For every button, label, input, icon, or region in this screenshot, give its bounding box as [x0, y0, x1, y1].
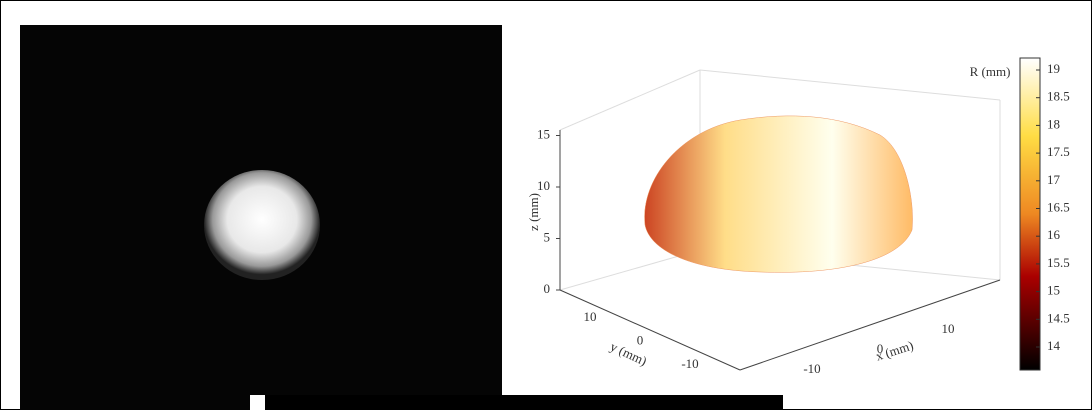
z-label: z (mm)	[526, 193, 541, 231]
colorbar-tick-label: 18	[1047, 116, 1060, 131]
colorbar-tick-label: 19	[1047, 61, 1060, 76]
figure: R (mm) z (mm) y (mm) x (mm) 051015100-10…	[0, 0, 1092, 410]
droplet	[204, 170, 320, 280]
bar	[265, 395, 783, 410]
colorbar-tick-label: 14	[1047, 338, 1061, 353]
colorbar-tick-label: 15.5	[1047, 255, 1070, 270]
marker	[250, 395, 265, 410]
x-tick-label: 10	[942, 321, 955, 336]
colorbar-label: R (mm)	[970, 64, 1011, 79]
x-tick-label: 0	[877, 341, 884, 356]
z-tick-label: 10	[537, 178, 550, 193]
y-tick-label: 0	[637, 332, 644, 347]
colorbar	[1020, 58, 1040, 370]
y-tick-label: -10	[681, 356, 698, 371]
z-tick-label: 0	[544, 281, 551, 296]
colorbar-tick-label: 17.5	[1047, 144, 1070, 159]
colorbar-tick-label: 18.5	[1047, 89, 1070, 104]
z-tick-label: 15	[537, 126, 550, 141]
colorbar-tick-label: 16.5	[1047, 199, 1070, 214]
z-tick-label: 5	[544, 229, 551, 244]
colorbar-tick-label: 16	[1047, 227, 1061, 242]
colorbar-tick-label: 14.5	[1047, 310, 1070, 325]
x-tick-label: -10	[803, 361, 820, 376]
colorbar-tick-label: 17	[1047, 172, 1061, 187]
y-tick-label: 10	[584, 309, 597, 324]
colorbar-tick-label: 15	[1047, 283, 1060, 298]
